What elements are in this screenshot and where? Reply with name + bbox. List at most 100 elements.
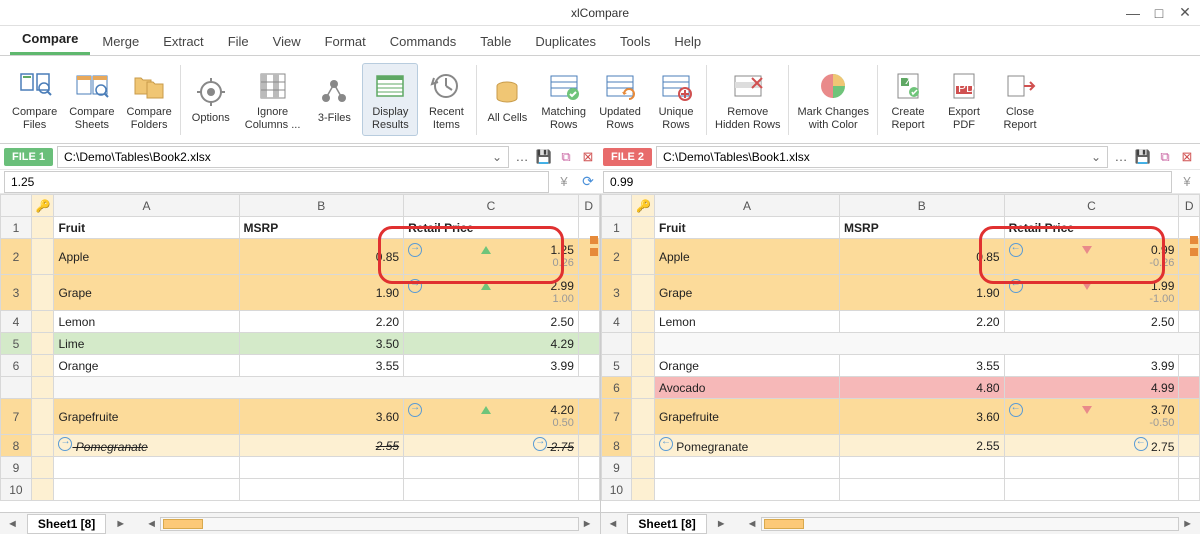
table-row[interactable]: 6Avocado4.804.99 [601,377,1200,399]
ribbon-options[interactable]: Options [183,70,239,129]
yen-icon[interactable]: ¥ [1178,173,1196,191]
maximize-icon[interactable]: □ [1152,5,1166,21]
table-row[interactable]: 7Grapefruite3.60 3.70-0.50 [601,399,1200,435]
chevron-down-icon[interactable]: ⌄ [492,150,502,164]
ribbon-mark-changes[interactable]: Mark Changes with Color [791,64,875,135]
ribbon-updated-rows[interactable]: Updated Rows [592,64,648,135]
arrow-icon[interactable] [408,403,422,417]
more-icon[interactable]: … [513,148,531,166]
col-header[interactable]: B [239,195,404,217]
ribbon-compare-files[interactable]: Compare Files [6,64,63,135]
col-header[interactable]: A [54,195,239,217]
table-row[interactable]: 5Orange3.553.99 [601,355,1200,377]
sheet-tab[interactable]: Sheet1 [8] [27,514,106,534]
ribbon-create-report[interactable]: XCreate Report [880,64,936,135]
table-row[interactable]: 7Grapefruite3.60 4.200.50 [1,399,600,435]
sheet-nav-next[interactable]: ► [713,518,730,530]
ribbon-matching-rows[interactable]: Matching Rows [535,64,592,135]
menu-table[interactable]: Table [468,28,523,55]
row-header[interactable]: 8 [601,435,632,457]
table-row[interactable]: 8 Pomegranate2.55 2.75 [601,435,1200,457]
row-header[interactable]: 1 [1,217,32,239]
file1-path-input[interactable]: C:\Demo\Tables\Book2.xlsx ⌄ [57,146,509,168]
ribbon-recent-items[interactable]: Recent Items [418,64,474,135]
table-row[interactable]: 1FruitMSRPRetail Price [601,217,1200,239]
hscroll[interactable]: ◄ ► [135,517,595,531]
table-row[interactable]: 9 [601,457,1200,479]
row-header[interactable]: 4 [1,311,32,333]
row-header[interactable]: 6 [1,355,32,377]
ribbon-close-report[interactable]: Close Report [992,64,1048,135]
menu-merge[interactable]: Merge [90,28,151,55]
table-row[interactable]: 6Orange3.553.99 [1,355,600,377]
menu-format[interactable]: Format [313,28,378,55]
sheet-tab[interactable]: Sheet1 [8] [627,514,706,534]
row-header[interactable]: 10 [1,479,32,501]
table-row[interactable]: 3Grape1.90 2.991.00 [1,275,600,311]
row-header[interactable]: 4 [601,311,632,333]
ribbon-display-results[interactable]: Display Results [362,63,418,136]
arrow-icon[interactable] [1009,243,1023,257]
menu-commands[interactable]: Commands [378,28,468,55]
close-file-icon[interactable]: ⊠ [1178,148,1196,166]
save-icon[interactable]: 💾 [535,148,553,166]
row-header[interactable]: 6 [601,377,632,399]
table-row[interactable]: 5Lime3.504.29 [1,333,600,355]
table-row[interactable]: 9 [1,457,600,479]
table-row[interactable]: 10 [601,479,1200,501]
row-header[interactable]: 7 [601,399,632,435]
ribbon-compare-sheets[interactable]: Compare Sheets [63,64,120,135]
ribbon-3-files[interactable]: 3-Files [306,70,362,129]
menu-extract[interactable]: Extract [151,28,215,55]
menu-tools[interactable]: Tools [608,28,662,55]
row-header[interactable]: 3 [601,275,632,311]
menu-compare[interactable]: Compare [10,25,90,55]
ribbon-ignore-columns[interactable]: Ignore Columns ... [239,64,307,135]
row-header[interactable]: 9 [1,457,32,479]
table-row[interactable]: 4Lemon2.202.50 [601,311,1200,333]
menu-view[interactable]: View [261,28,313,55]
sheet-nav-next[interactable]: ► [112,518,129,530]
row-header[interactable]: 9 [601,457,632,479]
file2-path-input[interactable]: C:\Demo\Tables\Book1.xlsx ⌄ [656,146,1108,168]
table-row[interactable]: 3Grape1.90 1.99-1.00 [601,275,1200,311]
col-header[interactable]: C [1004,195,1179,217]
yen-icon[interactable]: ¥ [555,173,573,191]
arrow-icon[interactable] [408,279,422,293]
menu-duplicates[interactable]: Duplicates [523,28,608,55]
arrow-icon[interactable] [58,437,72,451]
ribbon-compare-folders[interactable]: Compare Folders [121,64,178,135]
table-row[interactable]: 2Apple0.85 1.250.26 [1,239,600,275]
row-header[interactable]: 10 [601,479,632,501]
col-header[interactable]: C [404,195,579,217]
sheet-nav-prev[interactable]: ◄ [605,518,622,530]
ribbon-export-pdf[interactable]: PDFExport PDF [936,64,992,135]
close-file-icon[interactable]: ⊠ [579,148,597,166]
table-row[interactable]: 2Apple0.85 0.99-0.26 [601,239,1200,275]
hscroll[interactable]: ◄ ► [736,517,1196,531]
ribbon-all-cells[interactable]: All Cells [479,70,535,129]
row-header[interactable]: 3 [1,275,32,311]
save-icon[interactable]: 💾 [1134,148,1152,166]
chevron-down-icon[interactable]: ⌄ [1091,150,1101,164]
arrow-icon[interactable] [1009,403,1023,417]
row-header[interactable]: 7 [1,399,32,435]
refresh-icon[interactable]: ⟳ [579,173,597,191]
arrow-icon[interactable] [533,437,547,451]
col-header[interactable]: A [654,195,839,217]
row-header[interactable]: 8 [1,435,32,457]
more-icon[interactable]: … [1112,148,1130,166]
ribbon-unique-rows[interactable]: Unique Rows [648,64,704,135]
menu-help[interactable]: Help [662,28,713,55]
formula-input-1[interactable]: 1.25 [4,171,549,193]
minimize-icon[interactable]: — [1126,5,1140,21]
table-row[interactable]: 10 [1,479,600,501]
arrow-icon[interactable] [1134,437,1148,451]
row-header[interactable]: 1 [601,217,632,239]
row-header[interactable]: 2 [601,239,632,275]
row-header[interactable]: 2 [1,239,32,275]
row-header[interactable]: 5 [601,355,632,377]
table-row[interactable]: 8 Pomegranate2.55 2.75 [1,435,600,457]
sheet-nav-prev[interactable]: ◄ [4,518,21,530]
col-header[interactable]: D [578,195,599,217]
